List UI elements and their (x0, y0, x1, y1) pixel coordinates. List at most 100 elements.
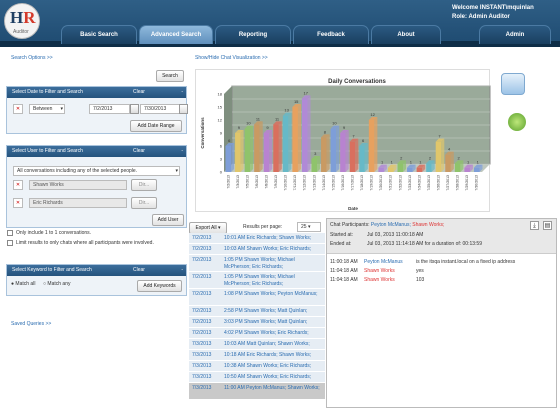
add-keywords-button[interactable]: Add Keywords (137, 280, 182, 292)
toggle-visualization-link[interactable]: Show/Hide Chat Visualization >> (195, 55, 268, 61)
remove-date-button[interactable]: ✕ (13, 104, 23, 114)
result-date: 7/2/2013 (192, 291, 212, 297)
add-date-range-button[interactable]: Add Date Range (130, 120, 182, 132)
participants-row: Chat Participants: Peyton McManus; Shawn… (330, 222, 444, 228)
bar-top (397, 160, 407, 164)
message-time: 11:00:18 AM (330, 259, 358, 265)
x-tick-label: 7/26/2013 (437, 175, 441, 191)
user-filter-select[interactable]: All conversations including any of the s… (13, 166, 180, 176)
directory-button[interactable]: Dir... (131, 197, 157, 209)
calendar-icon[interactable] (130, 104, 139, 114)
search-options-link[interactable]: Search Options >> (11, 55, 53, 61)
bar (263, 133, 270, 172)
chevron-down-icon: ▾ (175, 168, 178, 174)
result-date: 7/2/2013 (192, 308, 212, 314)
bar-side (431, 160, 435, 172)
bar (273, 124, 279, 172)
bar-side (307, 95, 311, 172)
bar-top (225, 143, 235, 146)
date-clear-link[interactable]: Clear (133, 89, 145, 95)
result-row[interactable]: 7/2/2013 4:02 PM Shawn Works; Eric Richar… (189, 328, 325, 339)
bar-top (244, 125, 254, 129)
bar-side (403, 160, 407, 172)
remove-user-button[interactable]: ✕ (13, 180, 23, 190)
tab-basic-search[interactable]: Basic Search (61, 25, 137, 44)
add-user-button[interactable]: Add User (152, 214, 184, 226)
result-row[interactable]: 7/2/2013 10:03 AM Shawn Works; Eric Richa… (189, 244, 325, 255)
welcome-text: Welcome INSTANT\mquinlan (452, 5, 534, 11)
tab-about[interactable]: About (371, 25, 441, 44)
bar-top (387, 164, 397, 168)
saved-queries-link[interactable]: Saved Queries >> (11, 321, 52, 327)
result-row[interactable]: 7/2/2013 2:58 PM Shawn Works; Matt Quinla… (189, 306, 325, 317)
directory-button[interactable]: Dir... (131, 179, 157, 191)
keyword-clear-link[interactable]: Clear (133, 267, 145, 273)
bar-value-label: 7 (352, 134, 355, 139)
result-row[interactable]: 7/3/2013 10:03 AM Matt Quinlan; Shawn Wor… (189, 339, 325, 350)
result-participants: 3:03 PM Shawn Works; Matt Quinlan; (224, 319, 308, 325)
bar-side (326, 134, 330, 172)
keyword-collapse-toggle[interactable]: - (181, 267, 183, 273)
date-panel: Select Date to Filter and Search Clear -… (6, 86, 188, 134)
bar-chart-view-icon[interactable] (501, 73, 525, 95)
match-any-label: Match any (47, 281, 71, 287)
remove-user-button[interactable]: ✕ (13, 198, 23, 208)
results-per-page-select[interactable]: 25 ▾ (297, 222, 321, 232)
calendar-icon[interactable] (179, 104, 188, 114)
participant-name: Shawn Works; (412, 222, 445, 228)
bar (321, 137, 327, 172)
started-value: Jul 03, 2013 11:00:18 AM (367, 232, 424, 238)
tab-reporting[interactable]: Reporting (215, 25, 291, 44)
bar-side (355, 138, 359, 172)
tab-feedback[interactable]: Feedback (293, 25, 369, 44)
user-field[interactable]: Eric Richards (29, 198, 127, 208)
date-mode-select[interactable]: Between ▾ (29, 104, 65, 114)
match-any-radio[interactable]: ○ Match any (43, 281, 71, 287)
user-collapse-toggle[interactable]: - (181, 148, 183, 154)
match-all-label: Match all (15, 281, 36, 287)
user-field[interactable]: Shawn Works (29, 180, 127, 190)
user-clear-link[interactable]: Clear (133, 148, 145, 154)
result-row[interactable]: 7/2/2013 1:05 PM Shawn Works; Michael McP… (189, 255, 325, 272)
result-date: 7/3/2013 (192, 352, 212, 358)
bar-value-label: 1 (419, 160, 422, 165)
result-participants: 10:03 AM Matt Quinlan; Shawn Works; (224, 341, 310, 347)
result-row[interactable]: 7/2/2013 1:08 PM Shawn Works; Peyton McMa… (189, 289, 325, 306)
y-tick-label: 9 (220, 131, 223, 136)
x-tick-label: 7/9/2013 (274, 175, 278, 189)
bar-value-label: 9 (266, 125, 269, 130)
date-from-input[interactable]: 7/2/2013 (89, 104, 130, 114)
role-text: Role: Admin Auditor (452, 14, 510, 20)
message-sender: Peyton McManus (364, 259, 403, 265)
bar (292, 107, 298, 172)
result-date: 7/2/2013 (192, 330, 212, 336)
match-all-radio[interactable]: ● Match all (11, 281, 36, 287)
result-row[interactable]: 7/2/2013 3:03 PM Shawn Works; Matt Quinla… (189, 317, 325, 328)
one-to-one-checkbox[interactable] (7, 230, 13, 236)
document-icon[interactable]: ▤ (543, 221, 552, 230)
result-row[interactable]: 7/3/2013 10:50 AM Shawn Works; Eric Richa… (189, 372, 325, 383)
tab-admin[interactable]: Admin (479, 25, 551, 44)
search-button[interactable]: Search (156, 70, 184, 82)
result-row[interactable]: 7/2/2013 1:05 PM Shawn Works; Michael McP… (189, 272, 325, 289)
result-date: 7/2/2013 (192, 319, 212, 325)
result-row[interactable]: 7/3/2013 11:00 AM Peyton McManus; Shawn W… (189, 383, 325, 400)
date-collapse-toggle[interactable]: - (181, 89, 183, 95)
result-row[interactable]: 7/2/2013 10:01 AM Eric Richards; Shawn Wo… (189, 233, 325, 244)
result-row[interactable]: 7/3/2013 10:18 AM Eric Richards; Shawn Wo… (189, 350, 325, 361)
bar-side (422, 164, 426, 172)
tab-advanced-search[interactable]: Advanced Search (139, 25, 213, 44)
user-filter-value: All conversations including any of the s… (17, 168, 138, 174)
bar-value-label: 8 (324, 129, 327, 134)
network-view-icon[interactable] (508, 113, 526, 131)
x-tick-label: 7/11/2013 (293, 175, 297, 190)
participants-label: Chat Participants: (330, 222, 370, 228)
message-sender: Shawn Works (364, 268, 395, 274)
message-text: is the itsqa instant.local on a fixed ip… (416, 259, 516, 265)
all-participants-checkbox[interactable] (7, 240, 13, 246)
bar (349, 141, 356, 172)
bar-side (240, 130, 244, 172)
download-icon[interactable]: ⤓ (530, 221, 539, 230)
date-to-input[interactable]: 7/30/2013 (140, 104, 180, 114)
result-row[interactable]: 7/3/2013 10:38 AM Shawn Works; Eric Richa… (189, 361, 325, 372)
